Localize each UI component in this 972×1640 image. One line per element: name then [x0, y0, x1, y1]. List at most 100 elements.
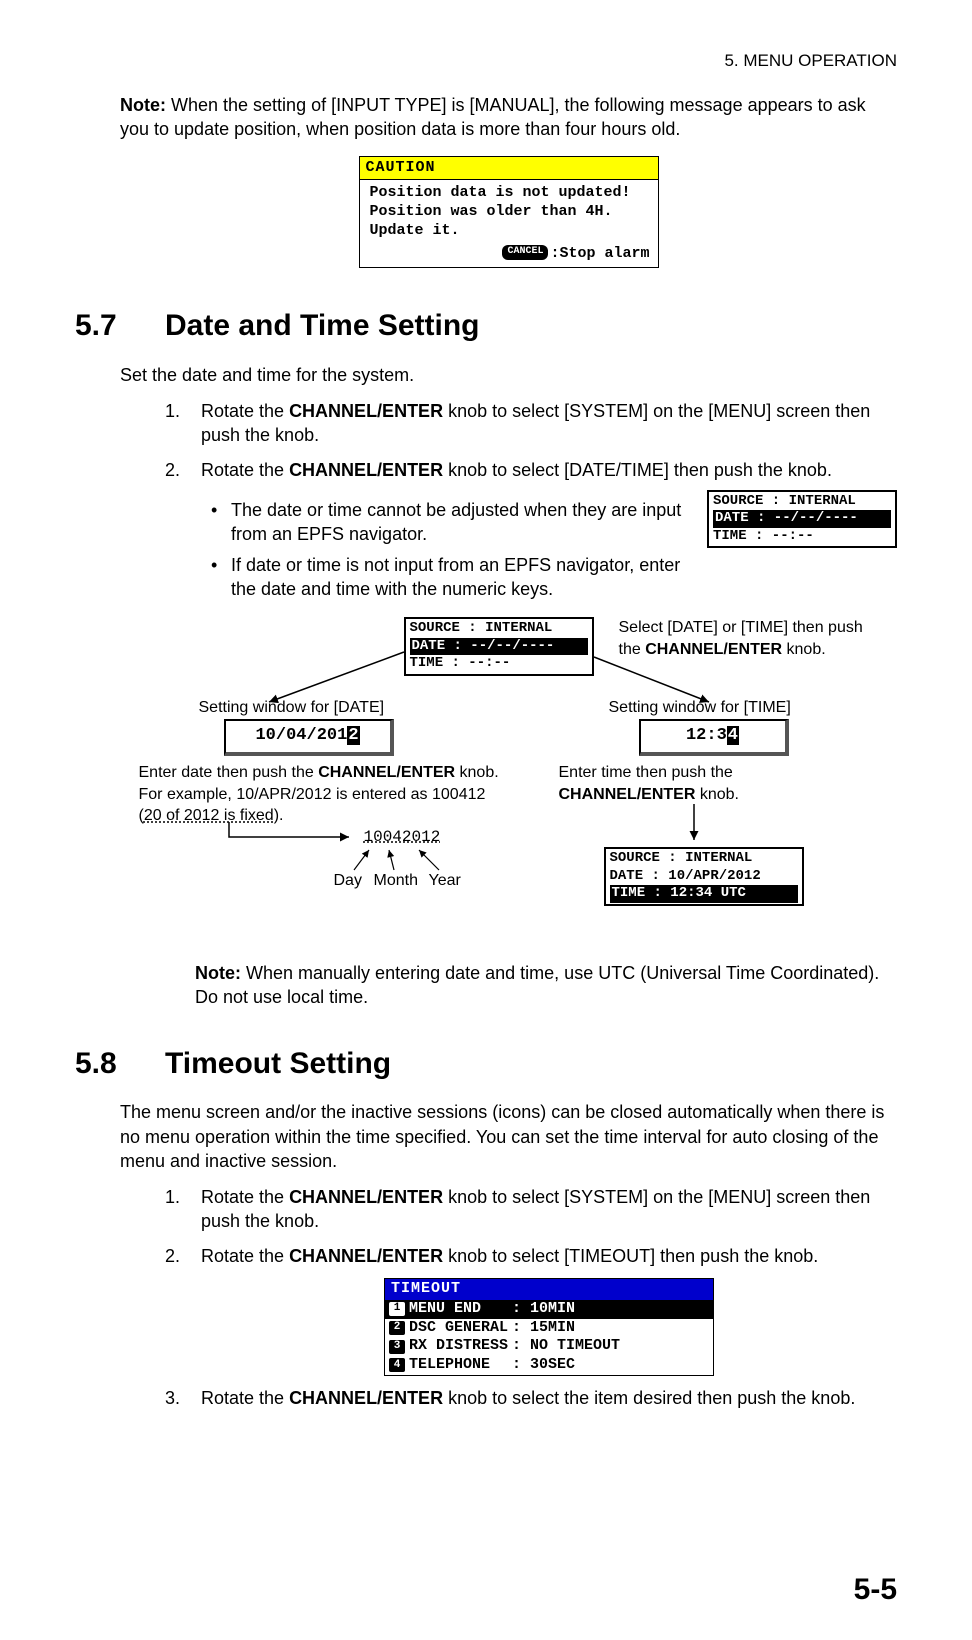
diagram-right-instr-c: knob.	[782, 641, 826, 658]
time-instr-b: CHANNEL/ENTER	[559, 786, 696, 803]
sec57-step2-c: knob to select [DATE/TIME] then push the…	[443, 460, 832, 480]
lcd-row-2: DATE : --/--/----	[713, 510, 891, 528]
chapter-header: 5. MENU OPERATION	[75, 50, 897, 73]
arrow-to-result	[684, 802, 704, 844]
timeout-num-1: 1	[389, 1302, 405, 1316]
time-instr-a: Enter time then push the	[559, 764, 733, 781]
timeout-row-1: 1 MENU END : 10MIN	[385, 1300, 713, 1319]
sec57-steps: Rotate the CHANNEL/ENTER knob to select …	[165, 399, 897, 607]
section-5-8-number: 5.8	[75, 1044, 165, 1085]
timeout-dialog: TIMEOUT 1 MENU END : 10MIN 2 DSC GENERAL…	[384, 1278, 714, 1376]
sec58-intro: The menu screen and/or the inactive sess…	[120, 1100, 897, 1173]
timeout-row-2: 2 DSC GENERAL : 15MIN	[385, 1319, 713, 1338]
result-lcd-r3: TIME : 12:34 UTC	[610, 885, 798, 903]
date-instr-a: Enter date then push the	[139, 764, 319, 781]
date-window-label: Setting window for [DATE]	[199, 697, 385, 719]
timeout-val-4: : 30SEC	[512, 1356, 575, 1375]
sec57-step2-a: Rotate the	[201, 460, 289, 480]
note-1-label: Note:	[120, 95, 166, 115]
page-number: 5-5	[854, 1570, 897, 1611]
sec57-step1-b: CHANNEL/ENTER	[289, 401, 443, 421]
timeout-title: TIMEOUT	[385, 1279, 713, 1300]
section-5-7-title: Date and Time Setting	[165, 306, 480, 347]
time-entry-box: 12:34	[639, 719, 789, 756]
sec57-note2-text: When manually entering date and time, us…	[195, 963, 879, 1007]
timeout-val-1: : 10MIN	[512, 1300, 575, 1319]
timeout-num-3: 3	[389, 1340, 405, 1354]
caution-footer: CANCEL:Stop alarm	[360, 243, 658, 268]
note-1-text: When the setting of [INPUT TYPE] is [MAN…	[120, 95, 866, 139]
timeout-val-2: : 15MIN	[512, 1319, 575, 1338]
sec58-steps: Rotate the CHANNEL/ENTER knob to select …	[165, 1185, 897, 1410]
date-entry-pre: 10/04/201	[255, 726, 347, 745]
sec58-step-1: Rotate the CHANNEL/ENTER knob to select …	[165, 1185, 897, 1234]
sec58-step3-c: knob to select the item desired then pus…	[443, 1388, 855, 1408]
sec58-step1-a: Rotate the	[201, 1187, 289, 1207]
sec58-step2-a: Rotate the	[201, 1246, 289, 1266]
caution-dialog: CAUTION Position data is not updated! Po…	[359, 156, 659, 269]
sec58-step1-b: CHANNEL/ENTER	[289, 1187, 443, 1207]
cancel-icon: CANCEL	[502, 245, 548, 260]
sec57-step1-a: Rotate the	[201, 401, 289, 421]
sec58-step2-c: knob to select [TIMEOUT] then push the k…	[443, 1246, 818, 1266]
sec57-intro: Set the date and time for the system.	[120, 363, 897, 387]
timeout-label-2: DSC GENERAL	[409, 1319, 508, 1338]
timeout-num-2: 2	[389, 1321, 405, 1335]
diagram-top-lcd: SOURCE : INTERNAL DATE : --/--/---- TIME…	[404, 617, 594, 676]
sec57-bullets: The date or time cannot be adjusted when…	[211, 498, 695, 607]
lcd-row-3: TIME : --:--	[713, 528, 891, 546]
note-1: Note: When the setting of [INPUT TYPE] i…	[120, 93, 897, 142]
result-lcd: SOURCE : INTERNAL DATE : 10/APR/2012 TIM…	[604, 847, 804, 906]
section-5-7-number: 5.7	[75, 306, 165, 347]
sec58-step3-b: CHANNEL/ENTER	[289, 1388, 443, 1408]
sec57-step-1: Rotate the CHANNEL/ENTER knob to select …	[165, 399, 897, 448]
caution-line-3: Update it.	[370, 222, 648, 241]
sec58-step3-a: Rotate the	[201, 1388, 289, 1408]
lcd-source-internal: SOURCE : INTERNAL DATE : --/--/---- TIME…	[707, 490, 897, 549]
date-time-diagram: SOURCE : INTERNAL DATE : --/--/---- TIME…	[129, 617, 889, 957]
caution-body: Position data is not updated! Position w…	[360, 180, 658, 242]
day-label: Day	[334, 870, 362, 892]
sec57-step-2: Rotate the CHANNEL/ENTER knob to select …	[165, 458, 897, 607]
time-window-label: Setting window for [TIME]	[609, 697, 791, 719]
sec58-step2-b: CHANNEL/ENTER	[289, 1246, 443, 1266]
caution-title: CAUTION	[360, 157, 658, 181]
sec57-bullet-1: The date or time cannot be adjusted when…	[211, 498, 695, 547]
diagram-top-lcd-r1: SOURCE : INTERNAL	[410, 620, 588, 638]
timeout-val-3: : NO TIMEOUT	[512, 1337, 620, 1356]
breakdown-arrows	[339, 845, 459, 873]
sec58-step-2: Rotate the CHANNEL/ENTER knob to select …	[165, 1244, 897, 1376]
timeout-label-1: MENU END	[409, 1300, 508, 1319]
date-instr-b: CHANNEL/ENTER	[318, 764, 455, 781]
section-5-7-heading: 5.7 Date and Time Setting	[75, 306, 897, 347]
diagram-top-lcd-r2: DATE : --/--/----	[410, 638, 588, 656]
time-instruction: Enter time then push the CHANNEL/ENTER k…	[559, 762, 789, 805]
caution-foot-text: :Stop alarm	[550, 245, 649, 262]
lcd-row-1: SOURCE : INTERNAL	[713, 493, 891, 511]
result-lcd-r2: DATE : 10/APR/2012	[610, 868, 798, 886]
time-entry-cursor: 4	[727, 726, 739, 745]
result-lcd-r1: SOURCE : INTERNAL	[610, 850, 798, 868]
year-label: Year	[429, 870, 461, 892]
date-entry-cursor: 2	[347, 726, 359, 745]
timeout-row-3: 3 RX DISTRESS : NO TIMEOUT	[385, 1337, 713, 1356]
time-entry-pre: 12:3	[686, 726, 727, 745]
sec57-step2-b: CHANNEL/ENTER	[289, 460, 443, 480]
timeout-label-3: RX DISTRESS	[409, 1337, 508, 1356]
diagram-top-lcd-r3: TIME : --:--	[410, 655, 588, 673]
time-instr-c: knob.	[695, 786, 739, 803]
section-5-8-heading: 5.8 Timeout Setting	[75, 1044, 897, 1085]
sec57-note2-label: Note:	[195, 963, 241, 983]
month-label: Month	[374, 870, 418, 892]
timeout-num-4: 4	[389, 1358, 405, 1372]
caution-line-2: Position was older than 4H.	[370, 203, 648, 222]
timeout-label-4: TELEPHONE	[409, 1356, 508, 1375]
breakdown-connector	[224, 817, 364, 847]
sec58-step-3: Rotate the CHANNEL/ENTER knob to select …	[165, 1386, 897, 1410]
sec57-note2: Note: When manually entering date and ti…	[195, 961, 897, 1010]
caution-line-1: Position data is not updated!	[370, 184, 648, 203]
timeout-row-4: 4 TELEPHONE : 30SEC	[385, 1356, 713, 1375]
sec57-bullet-2: If date or time is not input from an EPF…	[211, 553, 695, 602]
section-5-8-title: Timeout Setting	[165, 1044, 391, 1085]
date-entry-box: 10/04/2012	[224, 719, 394, 756]
